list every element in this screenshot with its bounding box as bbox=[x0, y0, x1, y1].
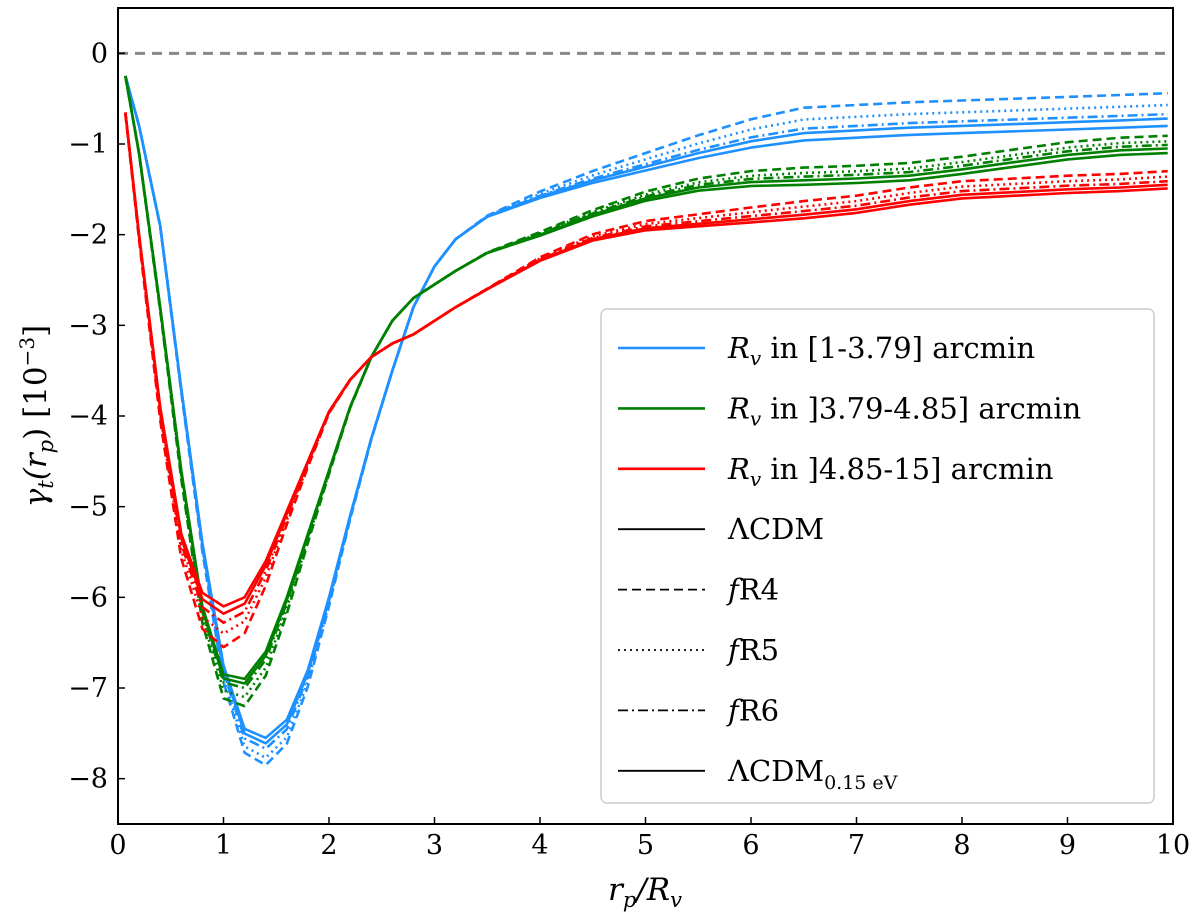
x-tick-label: 4 bbox=[531, 830, 548, 861]
series-line-1-fR4 bbox=[124, 75, 1168, 767]
x-tick-label: 8 bbox=[953, 830, 970, 861]
series-line-2-fR6 bbox=[124, 75, 1168, 690]
legend-label: fR4 bbox=[726, 573, 779, 607]
x-tick-label: 9 bbox=[1059, 830, 1076, 861]
x-tick-label: 0 bbox=[109, 830, 126, 861]
series-line-2-fR5 bbox=[124, 75, 1168, 699]
plot-frame bbox=[117, 7, 1174, 825]
series-layer bbox=[124, 75, 1168, 767]
y-axis-label: γt(rp) [10−3] bbox=[15, 325, 58, 507]
x-tick-label: 5 bbox=[637, 830, 654, 861]
x-tick-label: 6 bbox=[742, 830, 759, 861]
x-tick-label: 2 bbox=[320, 830, 337, 861]
series-line-3-ΛCDM_0.15eV bbox=[124, 112, 1168, 616]
x-tick-label: 3 bbox=[426, 830, 443, 861]
y-tick-label: −5 bbox=[68, 492, 108, 523]
series-line-2-ΛCDM_0.15eV bbox=[124, 75, 1168, 685]
legend-box bbox=[600, 308, 1155, 804]
series-line-3-fR6 bbox=[124, 112, 1168, 625]
legend-label: fR5 bbox=[726, 633, 779, 667]
legend-label: ΛCDM bbox=[727, 512, 824, 546]
legend-label: Rv in ]4.85-15] arcmin bbox=[727, 452, 1054, 491]
y-tick-label: −3 bbox=[68, 310, 108, 341]
y-tick-label: 0 bbox=[91, 38, 108, 69]
legend: Rv in [1-3.79] arcmin Rv in ]3.79-4.85] a… bbox=[600, 308, 1155, 804]
y-tick-label: −1 bbox=[68, 129, 108, 160]
y-tick-label: −7 bbox=[68, 673, 108, 704]
y-tick-label: −8 bbox=[68, 764, 108, 795]
legend-label: Rv in [1-3.79] arcmin bbox=[727, 331, 1035, 370]
x-axis-label: rp/Rv bbox=[608, 872, 682, 912]
y-tick-label: −6 bbox=[68, 582, 108, 613]
x-tick-label: 1 bbox=[215, 830, 232, 861]
y-tick-label: −2 bbox=[68, 220, 108, 251]
series-line-1-ΛCDM_0.15eV bbox=[124, 75, 1168, 745]
y-tick-label: −4 bbox=[68, 401, 108, 432]
legend-label: fR6 bbox=[726, 693, 779, 727]
x-tick-label: 10 bbox=[1156, 830, 1190, 861]
legend-label: ΛCDM0.15 eV bbox=[727, 754, 898, 794]
tick-layer: 0 1 2 3 4 5 6 7 8 9 10 0 −1 −2 −3 −4 −5 −6 −7 −8 bbox=[68, 38, 1190, 861]
legend-label: Rv in ]3.79-4.85] arcmin bbox=[727, 391, 1081, 430]
x-tick-label: 7 bbox=[848, 830, 865, 861]
